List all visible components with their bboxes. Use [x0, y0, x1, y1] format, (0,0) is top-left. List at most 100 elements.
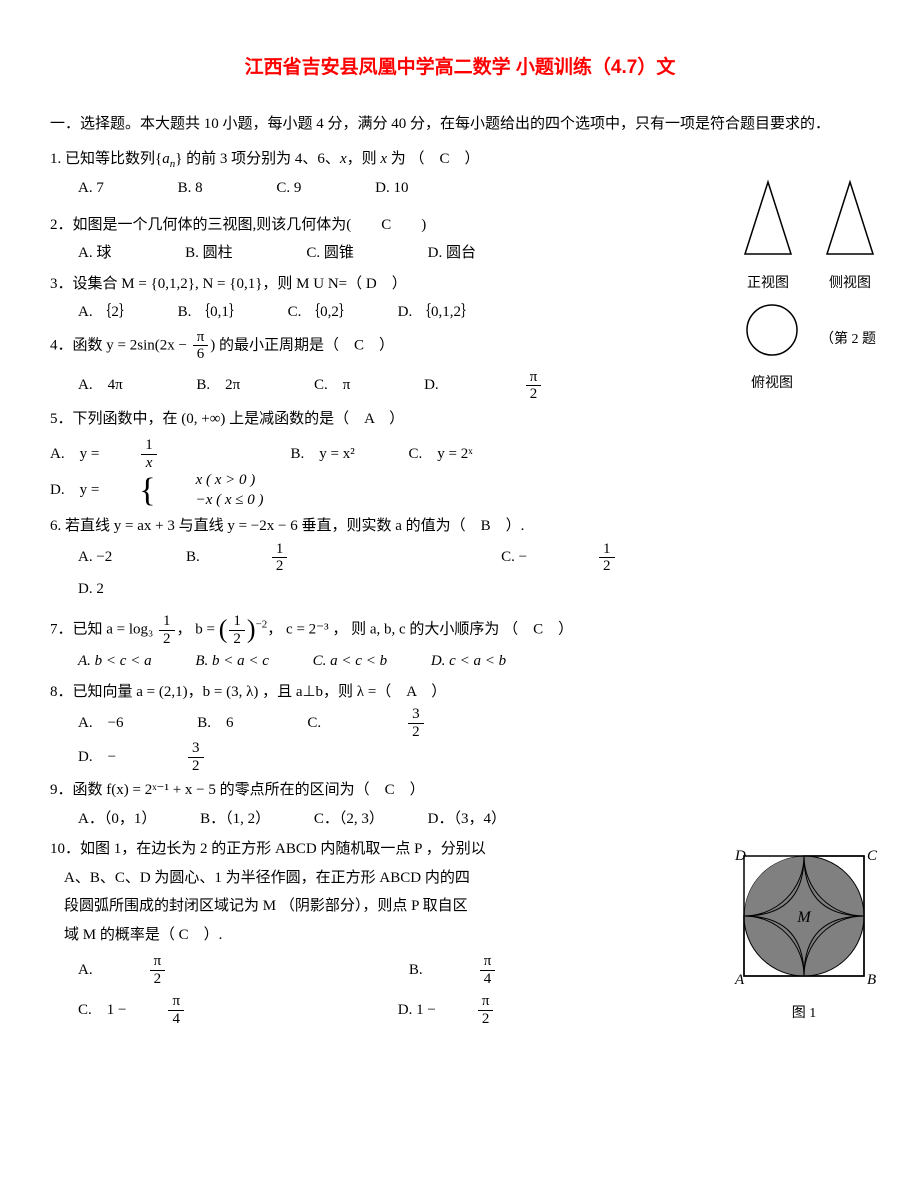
q1-C: C. 9	[276, 174, 301, 203]
q10-Dd: 2	[478, 1011, 494, 1028]
q5-Ad: x	[141, 455, 157, 472]
figure-q10: M D C A B 图 1	[724, 846, 884, 1027]
q10-D-l: D. 1 −	[398, 996, 436, 1025]
intro-body: 本大题共 10 小题，每小题 4 分，满分 40 分，在每小题给出的四个选项中，…	[140, 116, 830, 132]
q2-A: A. 球	[78, 239, 111, 268]
q6-Cd: 2	[599, 558, 615, 575]
q3-stem-a: 3．设集合	[50, 276, 121, 292]
q8-stem: 8．已知向量 a = (2,1)，b = (3, λ) ，且 a⊥b，则 λ =…	[50, 678, 870, 707]
section-intro: 一．选择题。本大题共 10 小题，每小题 4 分，满分 40 分，在每小题给出的…	[50, 110, 870, 139]
question-1: 1. 已知等比数列{an} 的前 3 项分别为 4、6、x，则 x 为 （ C …	[50, 145, 870, 203]
q9-options: A．（0，1） B．（1, 2） C．（2, 3） D．（3，4）	[50, 805, 870, 834]
q8-options: A. −6 B. 6 C. 32 D. −32	[50, 706, 870, 774]
q7-bd: 2	[229, 631, 245, 648]
q10-square-diagram-icon: M D C A B	[729, 846, 879, 986]
q8-D-l: D. −	[78, 743, 116, 772]
q1-stem-c: ，则	[347, 151, 377, 167]
q4-stem-b: 的最小正周期是（ C ）	[219, 337, 394, 353]
q5-C: C. y = 2ˣ	[409, 440, 473, 469]
question-9: 9．函数 f(x) = 2ˣ⁻¹ + x − 5 的零点所在的区间为（ C ） …	[50, 776, 870, 833]
q7-stem-c: ， c = 2⁻³ ， 则 a, b, c 的大小顺序为 （ C ）	[267, 622, 573, 638]
q1-A: A. 7	[78, 174, 104, 203]
q6-Cn: 1	[599, 541, 615, 559]
q2-stem: 2．如图是一个几何体的三视图,则该几何体为( C )	[50, 211, 870, 240]
q10-Cn: π	[168, 993, 184, 1011]
q1-B: B. 8	[178, 174, 203, 203]
q9-B: B．（1, 2）	[200, 805, 270, 834]
q10-options-2: C. 1 − π4 D. 1 − π2	[50, 993, 690, 1027]
q4-options: A. 4π B. 2π C. π D. π2	[50, 369, 870, 403]
question-5: 5．下列函数中，在 (0, +∞) 上是减函数的是（ A ） A. y = 1x…	[50, 405, 870, 511]
q1-stem-b: 的前 3 项分别为 4、6、	[186, 151, 340, 167]
q1-D: D. 10	[375, 174, 408, 203]
q4-D-l: D.	[424, 371, 454, 400]
q4-fnum: π	[193, 329, 209, 347]
question-3: 3．设集合 M = {0,1,2}, N = {0,1}，则 M U N=（ D…	[50, 270, 870, 327]
q10-Cd: 4	[168, 1011, 184, 1028]
q10-label-C: C	[867, 848, 878, 864]
q3-C: C. ｛0,2｝	[288, 298, 354, 327]
q8-Cn: 3	[408, 706, 424, 724]
q9-D: D．（3，4）	[428, 805, 506, 834]
q7-B: B. b < a < c	[195, 647, 269, 676]
q1-options: A. 7 B. 8 C. 9 D. 10	[50, 174, 870, 203]
q7-A: A. b < c < a	[78, 647, 152, 676]
q10-options-1: A. π2 B. π4	[50, 953, 690, 987]
q1-stem-a: 1. 已知等比数列	[50, 151, 155, 167]
q6-Bn: 1	[272, 541, 288, 559]
q6-Bd: 2	[272, 558, 288, 575]
q10-l3: 段圆弧所围成的封闭区域记为 M （阴影部分），则点 P 取自区	[50, 892, 690, 921]
q6-stem: 6. 若直线 y = ax + 3 与直线 y = −2x − 6 垂直，则实数…	[50, 512, 870, 541]
q10-Bn: π	[480, 953, 496, 971]
q10-label-M: M	[796, 909, 812, 926]
q3-B: B. ｛0,1｝	[178, 298, 244, 327]
q10-An: π	[150, 953, 166, 971]
q5-An: 1	[141, 437, 157, 455]
q8-Dn: 3	[188, 740, 204, 758]
q10-A-l: A.	[78, 956, 108, 985]
question-7: 7．已知 a = log₃ 12， b = (12)−2， c = 2⁻³ ， …	[50, 613, 870, 676]
q7-C: C. a < c < b	[313, 647, 387, 676]
q7-sd: 2	[159, 631, 175, 648]
q4-stem-a: 4．函数	[50, 337, 106, 353]
q2-options: A. 球 B. 圆柱 C. 圆锥 D. 圆台	[50, 239, 870, 268]
q6-A: A. −2	[78, 543, 112, 572]
q3-sets: M = {0,1,2}, N = {0,1}	[121, 276, 262, 292]
question-8: 8．已知向量 a = (2,1)，b = (3, λ) ，且 a⊥b，则 λ =…	[50, 678, 870, 775]
q4-Dd: 2	[526, 386, 542, 403]
q5-D-l: D. y =	[50, 476, 99, 505]
q7-stem-a: 7．已知 a = log₃	[50, 622, 157, 638]
q8-C-l: C.	[307, 709, 336, 738]
q4-func-r: )	[210, 337, 215, 353]
q5-D2: −x ( x ≤ 0 )	[196, 491, 264, 511]
q2-B: B. 圆柱	[185, 239, 233, 268]
q2-C: C. 圆锥	[306, 239, 354, 268]
q6-D: D. 2	[78, 575, 104, 604]
q8-A: A. −6	[78, 709, 124, 738]
q4-Dn: π	[526, 369, 542, 387]
q7-bn: 1	[229, 613, 245, 631]
q4-C: C. π	[314, 371, 350, 400]
q10-l1: 10．如图 1，在边长为 2 的正方形 ABCD 内随机取一点 P ，分别以	[50, 835, 690, 864]
q7-D: D. c < a < b	[431, 647, 506, 676]
q8-Cd: 2	[408, 724, 424, 741]
page-title: 江西省吉安县凤凰中学高二数学 小题训练（4.7）文	[50, 50, 870, 86]
q4-func-l: y = 2sin(2x −	[106, 337, 190, 353]
q5-options: A. y = 1x B. y = x² C. y = 2ˣ D. y = {x …	[50, 437, 870, 510]
q10-B-l: B.	[409, 956, 438, 985]
q2-D: D. 圆台	[428, 239, 476, 268]
exam-page: 江西省吉安县凤凰中学高二数学 小题训练（4.7）文 一．选择题。本大题共 10 …	[0, 0, 920, 1079]
q7-sn: 1	[159, 613, 175, 631]
q10-l2: A、B、C、D 为圆心、1 为半径作圆，在正方形 ABCD 内的四	[50, 864, 690, 893]
q6-B-l: B.	[186, 543, 200, 572]
q10-Bd: 4	[480, 971, 496, 988]
q3-options: A. ｛2｝ B. ｛0,1｝ C. ｛0,2｝ D. ｛0,1,2｝	[50, 298, 870, 327]
intro-heading: 一．选择题。	[50, 116, 140, 132]
q4-A: A. 4π	[78, 371, 123, 400]
q7-stem-b: ， b =	[177, 622, 219, 638]
q9-C: C．（2, 3）	[314, 805, 384, 834]
q9-A: A．（0，1）	[78, 805, 156, 834]
q8-Dd: 2	[188, 758, 204, 775]
q10-label-B: B	[867, 972, 876, 986]
q1-stem-d: 为 （ C ）	[391, 151, 480, 167]
